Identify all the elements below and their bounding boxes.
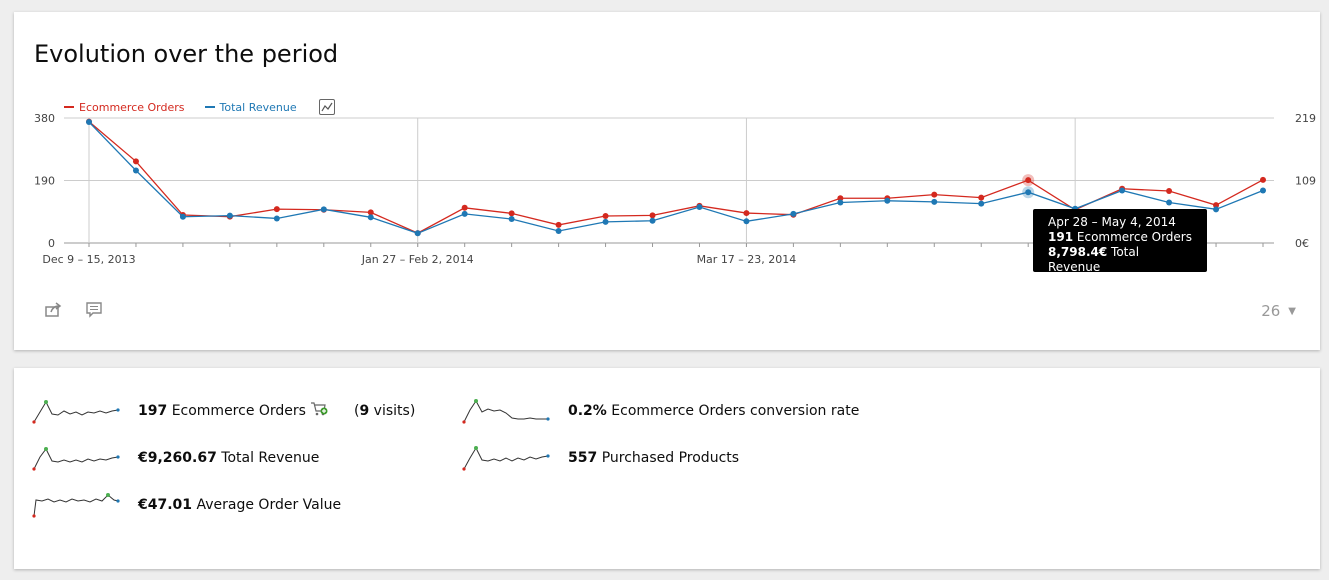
sparkline-orders — [32, 400, 120, 424]
data-point — [602, 213, 609, 220]
data-point — [367, 214, 374, 221]
x-tick-label: Mar 17 – 23, 2014 — [697, 253, 797, 266]
legend-item-total-revenue[interactable]: Total Revenue — [204, 100, 297, 114]
data-point — [696, 204, 703, 211]
data-point — [508, 210, 515, 217]
data-point — [790, 210, 797, 217]
chart-footer — [44, 300, 124, 320]
sparkline-row-ecommerce-orders[interactable]: 197 Ecommerce Orders (9 visits) — [32, 398, 415, 424]
data-point — [978, 200, 985, 207]
data-point — [273, 206, 280, 213]
data-point — [320, 206, 327, 213]
data-point — [1166, 188, 1173, 195]
data-point — [461, 210, 468, 217]
x-tick-label: Dec 9 – 15, 2013 — [42, 253, 135, 266]
export-icon[interactable] — [44, 300, 64, 320]
sparkline-text-products: 557 Purchased Products — [568, 450, 740, 466]
data-point — [743, 210, 750, 217]
y-left-tick-label: 190 — [34, 175, 55, 188]
data-point — [884, 197, 891, 204]
data-point — [226, 212, 233, 219]
chart-tooltip: Apr 28 – May 4, 2014 191 Ecommerce Order… — [1033, 209, 1207, 274]
limit-value: 26 — [1261, 302, 1281, 320]
data-point — [1166, 199, 1173, 206]
legend-swatch-revenue — [204, 106, 215, 108]
data-point — [508, 216, 515, 223]
sparkline-text-conversion: 0.2% Ecommerce Orders conversion rate — [568, 403, 860, 419]
sparkline-products — [462, 446, 550, 471]
sparkline-text-aov: €47.01 Average Order Value — [138, 497, 342, 513]
data-point — [1260, 176, 1266, 183]
data-point — [414, 230, 421, 237]
data-point — [1213, 202, 1220, 209]
annotations-icon[interactable] — [84, 300, 104, 320]
y-right-tick-label: 0€ — [1295, 237, 1309, 250]
data-point — [367, 209, 374, 216]
legend-label-revenue: Total Revenue — [219, 100, 297, 114]
data-point — [273, 215, 280, 222]
data-point — [132, 158, 139, 165]
data-point — [555, 221, 562, 228]
sparkline-text-revenue: €9,260.67 Total Revenue — [138, 450, 320, 466]
series-line-ecommerce-orders — [88, 121, 1264, 234]
data-point — [931, 198, 938, 205]
y-left-tick-label: 0 — [48, 237, 55, 250]
sparkline-revenue — [32, 447, 120, 471]
data-point — [1119, 187, 1126, 194]
data-point — [555, 228, 562, 235]
cart-icon — [310, 401, 344, 421]
data-point — [86, 118, 92, 125]
y-right-tick-label: 219 — [1295, 112, 1316, 125]
tooltip-period: Apr 28 – May 4, 2014 — [1048, 215, 1176, 229]
data-point — [1025, 189, 1032, 196]
x-tick-label: Jan 27 – Feb 2, 2014 — [361, 253, 474, 266]
data-point — [978, 194, 985, 201]
evolution-card: Evolution over the period 380 190 0 219 109 0… — [14, 12, 1320, 350]
y-right-tick-label: 109 — [1295, 175, 1316, 188]
data-point — [602, 218, 609, 225]
sparkline-row-total-revenue[interactable]: €9,260.67 Total Revenue — [32, 445, 319, 471]
data-point — [649, 217, 656, 224]
sparkline-text-visits: (9 visits) — [353, 403, 416, 419]
tooltip-orders: 191 Ecommerce Orders — [1048, 230, 1192, 244]
sparkline-conversion — [462, 399, 550, 424]
chevron-down-icon: ▼ — [1288, 305, 1296, 317]
evolution-chart[interactable]: 380 190 0 219 109 0€ Dec 9 – 15, 2013 Jan 27 – … — [14, 12, 1320, 282]
chart-legend: Ecommerce Orders Total Revenue — [64, 99, 335, 115]
data-point — [1025, 177, 1032, 184]
data-point — [1213, 206, 1220, 213]
metric-picker-icon[interactable] — [318, 99, 335, 115]
legend-item-ecommerce-orders[interactable]: Ecommerce Orders — [64, 101, 185, 114]
data-point — [461, 204, 468, 211]
data-point — [837, 199, 844, 206]
sparkline-row-average-order-value[interactable]: €47.01 Average Order Value — [32, 492, 341, 518]
sparkline-row-purchased-products[interactable]: 557 Purchased Products — [462, 445, 739, 471]
sparkline-row-conversion-rate[interactable]: 0.2% Ecommerce Orders conversion rate — [462, 398, 859, 424]
evolution-title: Evolution over the period — [34, 40, 339, 68]
y-left-tick-label: 380 — [34, 112, 55, 125]
tooltip-revenue: 8,798.4€ Total Revenue — [1048, 245, 1140, 274]
legend-swatch-orders — [64, 106, 74, 108]
sparklines-card: 197 Ecommerce Orders (9 visits) €9,260.6… — [14, 368, 1320, 569]
data-point — [931, 191, 938, 198]
data-point — [837, 195, 844, 202]
sparkline-text-orders: 197 Ecommerce Orders — [138, 403, 306, 419]
limit-select[interactable]: 26 ▼ — [1261, 302, 1296, 320]
legend-label-orders: Ecommerce Orders — [79, 100, 185, 114]
data-point — [179, 213, 186, 220]
sparkline-aov — [32, 493, 120, 518]
data-point — [649, 212, 656, 219]
data-point — [1260, 187, 1266, 194]
data-point — [743, 218, 750, 225]
series-line-total-revenue — [88, 121, 1264, 234]
data-point — [132, 167, 139, 174]
